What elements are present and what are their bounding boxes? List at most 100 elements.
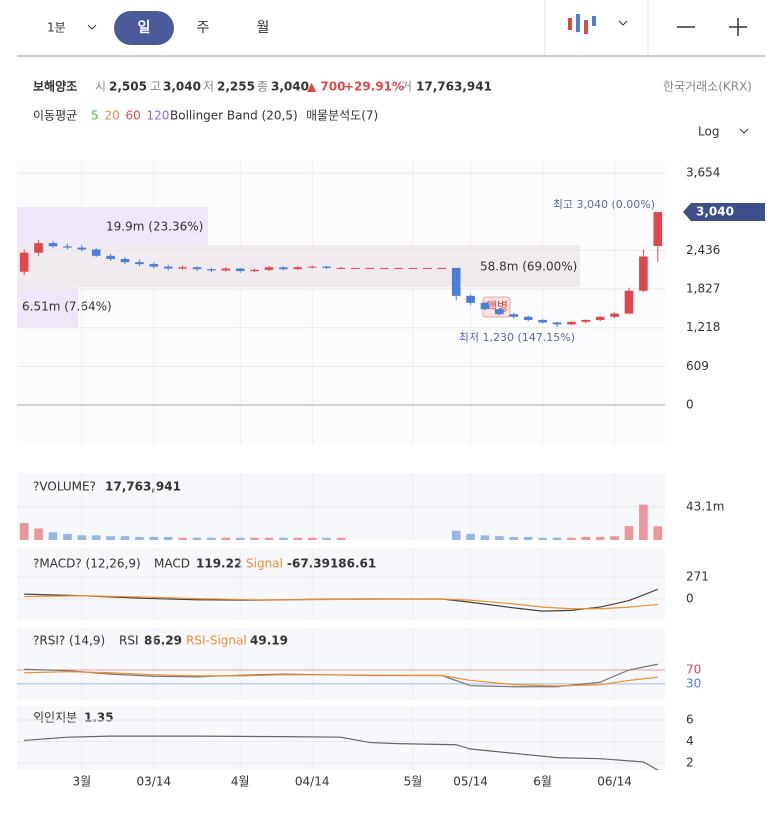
legend: MACD bbox=[154, 557, 190, 571]
volume-bar bbox=[322, 537, 331, 540]
candle-body bbox=[149, 264, 159, 267]
volume-profile bbox=[17, 207, 208, 245]
candle-body bbox=[595, 316, 605, 320]
ma-period: 120 bbox=[147, 109, 170, 123]
panel-value: 1.35 bbox=[84, 711, 114, 725]
change-pct: +29.91% bbox=[344, 80, 404, 94]
volume-bar bbox=[653, 526, 663, 540]
exchange: 한국거래소(KRX) bbox=[663, 80, 752, 94]
volume-bar bbox=[567, 537, 576, 540]
candle-body bbox=[552, 322, 562, 325]
candle-body bbox=[48, 243, 58, 247]
y-tick-label: 43.1m bbox=[686, 499, 724, 513]
volume-bar bbox=[581, 536, 591, 540]
y-tick-label: 30 bbox=[686, 676, 701, 690]
x-tick-label: 03/14 bbox=[137, 775, 172, 789]
candle-body bbox=[336, 267, 346, 269]
volume-bar bbox=[48, 532, 58, 540]
x-tick-label: 5월 bbox=[404, 775, 423, 789]
volume-bar bbox=[264, 537, 274, 540]
annotation: 58.8m (69.00%) bbox=[480, 260, 577, 274]
zoom-in[interactable] bbox=[729, 18, 747, 36]
volume-bar bbox=[639, 504, 648, 540]
tab[interactable]: 일 bbox=[138, 20, 151, 36]
volume-bar bbox=[192, 537, 202, 540]
series-line bbox=[24, 671, 658, 687]
x-tick-label: 04/14 bbox=[295, 775, 330, 789]
change: ▲ 700 bbox=[307, 80, 345, 94]
tab[interactable]: 월 bbox=[257, 20, 270, 36]
candle-body bbox=[451, 267, 461, 296]
ma-periods: 5 20 60 120 bbox=[91, 109, 169, 123]
volume-bar bbox=[538, 537, 547, 540]
volume-profile bbox=[17, 287, 78, 327]
legend: RSI bbox=[119, 634, 139, 648]
panel-value: 17,763,941 bbox=[105, 480, 181, 494]
candle-body bbox=[77, 247, 87, 250]
volume-bar bbox=[250, 537, 259, 540]
candle-body bbox=[610, 313, 619, 317]
volume-bar bbox=[149, 536, 159, 540]
candle-body bbox=[437, 267, 447, 269]
candle-body bbox=[63, 246, 72, 248]
volume-bar bbox=[135, 536, 144, 540]
dropdown-icon[interactable] bbox=[87, 24, 97, 30]
candle-body bbox=[91, 249, 101, 256]
dropdown-icon[interactable] bbox=[618, 20, 628, 26]
x-tick-label: 4월 bbox=[231, 775, 250, 789]
candle-body bbox=[624, 290, 634, 314]
candle-body bbox=[250, 269, 259, 272]
candle-body bbox=[639, 256, 648, 291]
candle-body bbox=[221, 268, 231, 271]
legend: Signal bbox=[246, 557, 283, 571]
y-tick-label: 0 bbox=[686, 591, 694, 605]
tab[interactable]: 주 bbox=[197, 20, 210, 36]
volume-bar bbox=[91, 535, 101, 540]
candle-icon[interactable] bbox=[568, 14, 596, 34]
legend-value: 49.19 bbox=[250, 634, 288, 648]
panel-title: ?MACD? (12,26,9) bbox=[33, 557, 141, 571]
volume-bar bbox=[221, 537, 231, 540]
candle-body bbox=[279, 267, 288, 270]
volume-bar bbox=[307, 537, 317, 540]
volume-bar bbox=[293, 537, 303, 540]
volume-bar bbox=[178, 537, 187, 540]
series-line bbox=[24, 735, 659, 771]
interval-select[interactable]: 1분 bbox=[47, 21, 66, 35]
scale-select[interactable]: Log bbox=[698, 125, 719, 139]
candle-body bbox=[495, 309, 504, 315]
dropdown-icon[interactable] bbox=[739, 128, 749, 134]
label: 시 bbox=[95, 80, 106, 94]
x-tick-label: 3월 bbox=[72, 775, 91, 789]
price-tag bbox=[683, 203, 765, 222]
candle-body bbox=[480, 302, 490, 310]
price-tag-label: 3,040 bbox=[696, 205, 734, 219]
volume-bar bbox=[466, 533, 475, 540]
value: 17,763,941 bbox=[416, 80, 492, 94]
candle-body bbox=[567, 321, 576, 325]
x-tick-label: 06/14 bbox=[597, 775, 632, 789]
candle-body bbox=[523, 316, 533, 320]
candle-body bbox=[135, 262, 144, 265]
candle-body bbox=[235, 268, 245, 272]
series-line bbox=[24, 595, 658, 610]
tab-active-bg[interactable] bbox=[114, 11, 174, 45]
panel-title: ?RSI? (14,9) bbox=[33, 634, 105, 648]
bollinger-label: Bollinger Band (20,5) bbox=[170, 109, 298, 123]
volume-bar bbox=[509, 536, 519, 540]
ma-label: 이동평균 bbox=[33, 109, 77, 123]
candle-body bbox=[163, 266, 173, 269]
candle-body bbox=[192, 267, 202, 270]
y-tick-label: 6 bbox=[686, 712, 694, 726]
y-tick-label: 2 bbox=[686, 756, 694, 770]
volume-bar bbox=[106, 536, 115, 540]
ma-period: 5 bbox=[91, 109, 99, 123]
legend: RSI-Signal bbox=[186, 634, 247, 648]
candle-body bbox=[264, 267, 274, 270]
candle-body bbox=[408, 267, 418, 269]
volume-bar bbox=[495, 536, 504, 540]
volume-bar bbox=[120, 536, 130, 540]
legend-value: -67.39186.61 bbox=[287, 557, 376, 571]
candle-body bbox=[365, 267, 375, 269]
candle-body bbox=[581, 319, 591, 322]
